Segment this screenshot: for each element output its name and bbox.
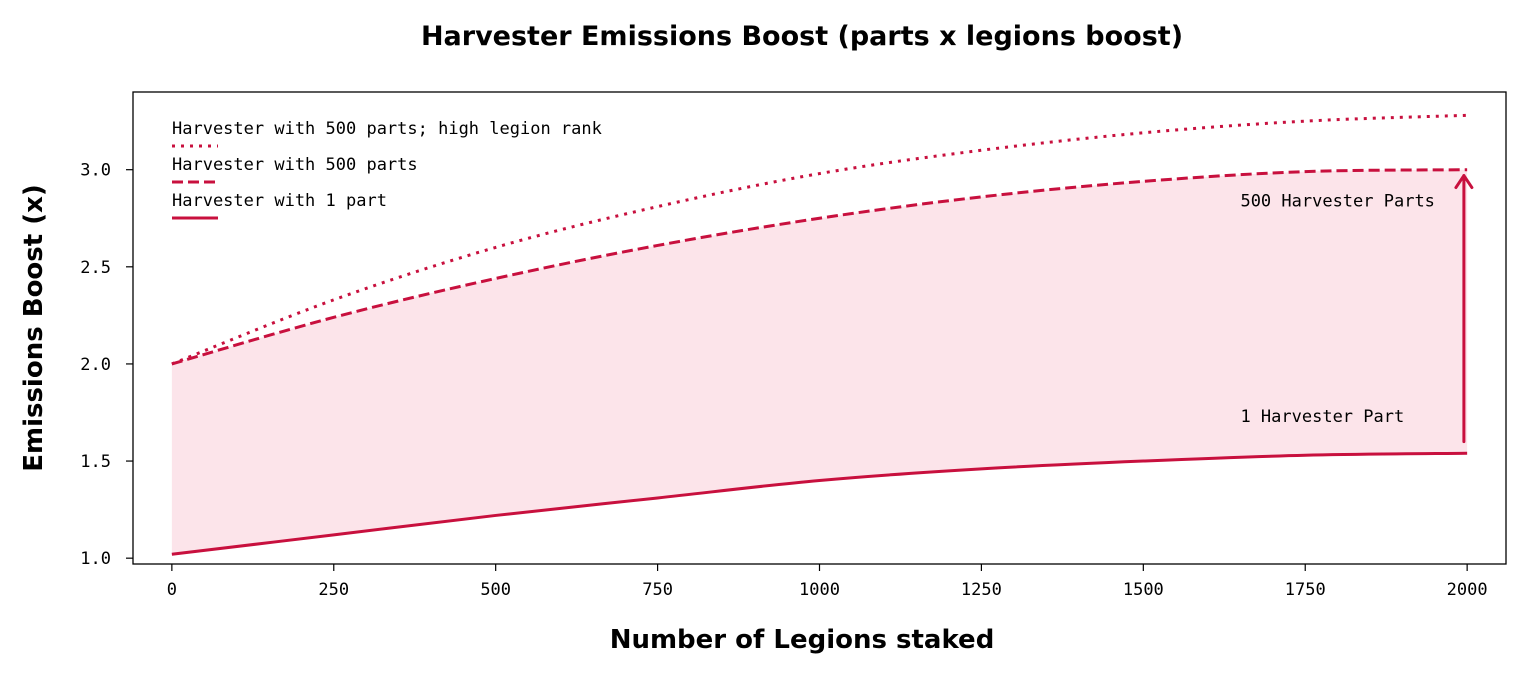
y-tick-label: 2.5 — [80, 258, 111, 278]
x-tick-label: 250 — [318, 580, 349, 600]
legend: Harvester with 500 parts; high legion ra… — [172, 119, 602, 220]
chart-title: Harvester Emissions Boost (parts x legio… — [421, 21, 1183, 52]
annotations: 500 Harvester Parts 1 Harvester Part — [1240, 192, 1434, 428]
x-tick-label: 500 — [480, 580, 511, 600]
x-tick-label: 2000 — [1447, 580, 1488, 600]
arrow-annotation — [1454, 174, 1474, 444]
x-tick-label: 1500 — [1123, 580, 1164, 600]
x-tick-label: 1000 — [799, 580, 840, 600]
series-line-solid — [171, 451, 1468, 556]
x-axis-label: Number of Legions staked — [610, 625, 995, 655]
y-axis-label: Emissions Boost (x) — [19, 184, 49, 472]
x-tick-label: 1750 — [1285, 580, 1326, 600]
fill-between-area — [171, 169, 1468, 555]
x-axis: 0 250 500 750 1000 1250 1500 1750 2000 — [167, 564, 1488, 600]
legend-label: Harvester with 1 part — [172, 191, 387, 211]
y-tick-label: 1.0 — [80, 549, 111, 569]
legend-label: Harvester with 500 parts — [172, 155, 418, 175]
y-tick-label: 3.0 — [80, 161, 111, 181]
annotation-label: 500 Harvester Parts — [1240, 192, 1434, 212]
series-line-dotted — [171, 113, 1468, 366]
series-group — [171, 113, 1468, 556]
y-tick-label: 1.5 — [80, 452, 111, 472]
x-tick-label: 750 — [642, 580, 673, 600]
series-line-dashed — [171, 168, 1468, 366]
y-tick-label: 2.0 — [80, 355, 111, 375]
annotation-label: 1 Harvester Part — [1240, 407, 1404, 427]
x-tick-label: 1250 — [961, 580, 1002, 600]
legend-label: Harvester with 500 parts; high legion ra… — [172, 119, 602, 139]
y-axis: 1.0 1.5 2.0 2.5 3.0 — [80, 161, 133, 569]
x-tick-label: 0 — [167, 580, 177, 600]
